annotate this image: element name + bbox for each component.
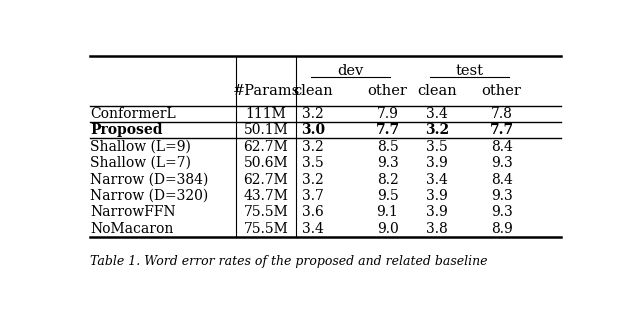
- Text: 8.4: 8.4: [491, 140, 513, 154]
- Text: Shallow (L=7): Shallow (L=7): [90, 156, 191, 170]
- Text: Table 1. Word error rates of the proposed and related baseline: Table 1. Word error rates of the propose…: [90, 255, 488, 268]
- Text: 3.5: 3.5: [302, 156, 324, 170]
- Text: NarrowFFN: NarrowFFN: [90, 205, 175, 219]
- Text: ConformerL: ConformerL: [90, 107, 175, 121]
- Text: clean: clean: [417, 84, 457, 98]
- Text: 3.2: 3.2: [302, 107, 324, 121]
- Text: 75.5M: 75.5M: [244, 205, 289, 219]
- Text: 9.1: 9.1: [376, 205, 399, 219]
- Text: 3.2: 3.2: [425, 123, 449, 137]
- Text: other: other: [367, 84, 408, 98]
- Text: 50.1M: 50.1M: [244, 123, 289, 137]
- Text: 9.5: 9.5: [377, 189, 398, 203]
- Text: NoMacaron: NoMacaron: [90, 222, 173, 236]
- Text: Shallow (L=9): Shallow (L=9): [90, 140, 191, 154]
- Text: 75.5M: 75.5M: [244, 222, 289, 236]
- Text: 9.3: 9.3: [491, 189, 513, 203]
- Text: dev: dev: [337, 64, 364, 78]
- Text: clean: clean: [293, 84, 333, 98]
- Text: 3.5: 3.5: [426, 140, 448, 154]
- Text: Proposed: Proposed: [90, 123, 163, 137]
- Text: 62.7M: 62.7M: [244, 140, 289, 154]
- Text: 3.7: 3.7: [302, 189, 324, 203]
- Text: Narrow (D=384): Narrow (D=384): [90, 173, 208, 186]
- Text: 3.2: 3.2: [302, 173, 324, 186]
- Text: 9.3: 9.3: [491, 156, 513, 170]
- Text: 8.5: 8.5: [377, 140, 398, 154]
- Text: 7.9: 7.9: [376, 107, 399, 121]
- Text: test: test: [456, 64, 483, 78]
- Text: 8.2: 8.2: [377, 173, 398, 186]
- Text: 9.0: 9.0: [377, 222, 398, 236]
- Text: 9.3: 9.3: [491, 205, 513, 219]
- Text: 3.9: 3.9: [426, 189, 448, 203]
- Text: 7.8: 7.8: [491, 107, 513, 121]
- Text: 3.8: 3.8: [426, 222, 448, 236]
- Text: 7.7: 7.7: [490, 123, 514, 137]
- Text: 3.4: 3.4: [302, 222, 324, 236]
- Text: 9.3: 9.3: [377, 156, 398, 170]
- Text: Narrow (D=320): Narrow (D=320): [90, 189, 208, 203]
- Text: 7.7: 7.7: [376, 123, 399, 137]
- Text: 62.7M: 62.7M: [244, 173, 289, 186]
- Text: 3.9: 3.9: [426, 156, 448, 170]
- Text: other: other: [482, 84, 522, 98]
- Text: 43.7M: 43.7M: [244, 189, 289, 203]
- Text: 111M: 111M: [246, 107, 286, 121]
- Text: 3.4: 3.4: [426, 107, 448, 121]
- Text: 3.4: 3.4: [426, 173, 448, 186]
- Text: #Params: #Params: [232, 84, 300, 98]
- Text: 3.0: 3.0: [301, 123, 325, 137]
- Text: 3.9: 3.9: [426, 205, 448, 219]
- Text: 50.6M: 50.6M: [244, 156, 288, 170]
- Text: 8.9: 8.9: [491, 222, 513, 236]
- Text: 3.2: 3.2: [302, 140, 324, 154]
- Text: 3.6: 3.6: [302, 205, 324, 219]
- Text: 8.4: 8.4: [491, 173, 513, 186]
